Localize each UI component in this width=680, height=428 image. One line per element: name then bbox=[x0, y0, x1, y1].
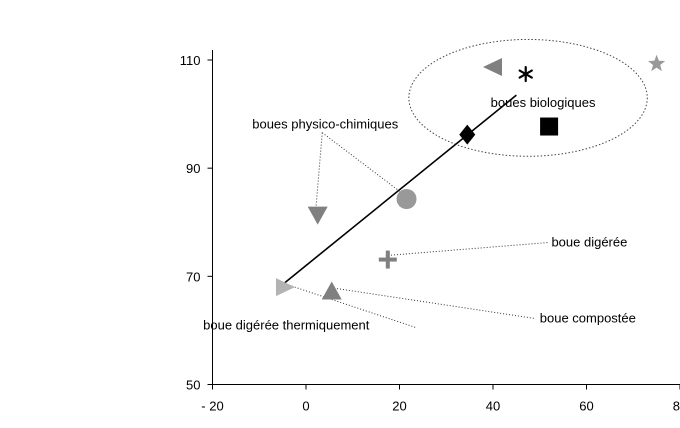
leader-line bbox=[282, 282, 416, 328]
x-tick-label: - 20 bbox=[201, 399, 223, 414]
leader-line bbox=[385, 242, 548, 257]
leader-line bbox=[329, 286, 534, 319]
axes: - 20 0 20 40 60 80 50 70 90 110 bbox=[180, 50, 680, 414]
annotation-label: boue digérée bbox=[551, 235, 627, 250]
y-tick-label: 110 bbox=[180, 53, 201, 68]
annotation-label: boues physico-chimiques bbox=[252, 117, 398, 132]
x-tick-label: 80 bbox=[673, 399, 680, 414]
annotation-label: boues biologiques bbox=[491, 95, 596, 110]
plus-bar-v bbox=[385, 250, 390, 269]
annotation-leaders bbox=[282, 38, 648, 328]
data-point-triangle-left bbox=[483, 58, 502, 77]
annotation-labels: boues biologiques boues physico-chimiques… bbox=[203, 95, 636, 332]
data-point-star bbox=[648, 54, 666, 72]
leader-line bbox=[321, 132, 405, 196]
trend-line bbox=[282, 94, 517, 286]
x-tick-label: 20 bbox=[392, 399, 406, 414]
annotation-label: boue compostée bbox=[540, 310, 636, 325]
y-tick-label: 90 bbox=[186, 161, 200, 176]
data-point-diamond bbox=[459, 124, 476, 145]
data-point-triangle-right bbox=[275, 278, 295, 297]
x-tick-label: 0 bbox=[302, 399, 309, 414]
x-tick-label: 40 bbox=[486, 399, 500, 414]
y-tick-label: 50 bbox=[186, 378, 200, 393]
data-point-triangle-down bbox=[307, 206, 328, 225]
x-tick-label: 60 bbox=[579, 399, 593, 414]
data-points bbox=[275, 54, 666, 300]
data-point-square bbox=[540, 117, 559, 136]
data-point-circle bbox=[396, 188, 417, 209]
leader-line bbox=[315, 132, 323, 211]
y-tick-label: 70 bbox=[186, 269, 200, 284]
cluster-ellipse bbox=[408, 38, 648, 157]
data-point-plus bbox=[378, 250, 397, 269]
data-point-asterisk bbox=[518, 65, 533, 83]
asterisk-stroke bbox=[518, 69, 533, 79]
annotation-label: boue digérée thermiquement bbox=[203, 317, 370, 332]
data-point-triangle-up bbox=[321, 281, 342, 300]
